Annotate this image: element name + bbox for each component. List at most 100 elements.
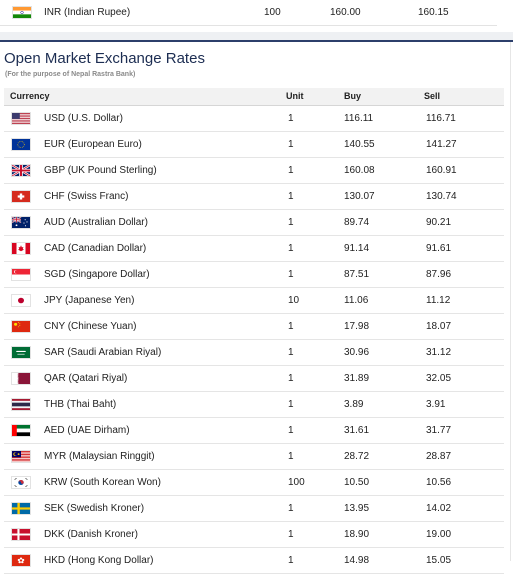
- sell-header: Sell: [424, 91, 441, 101]
- buy-value: 87.51: [344, 269, 370, 280]
- unit-value: 1: [288, 217, 294, 228]
- previous-table-fragment: INR (Indian Rupee) 100 160.00 160.15: [0, 0, 497, 32]
- uk-flag-icon: [11, 164, 31, 177]
- unit-header: Unit: [286, 91, 304, 101]
- page-title: Open Market Exchange Rates: [4, 50, 205, 67]
- currency-name: THB (Thai Baht): [44, 399, 117, 410]
- sell-value: 28.87: [426, 451, 452, 462]
- sell-value: 160.15: [418, 7, 449, 18]
- sell-value: 19.00: [426, 529, 452, 540]
- sell-value: 130.74: [426, 191, 457, 202]
- unit-value: 1: [288, 347, 294, 358]
- table-row: GBP (UK Pound Sterling) 1 160.08 160.91: [4, 158, 504, 184]
- unit-value: 100: [288, 477, 305, 488]
- table-row: CNY (Chinese Yuan) 1 17.98 18.07: [4, 314, 504, 340]
- buy-value: 89.74: [344, 217, 370, 228]
- australia-flag-icon: [11, 216, 31, 229]
- buy-value: 10.50: [344, 477, 370, 488]
- sweden-flag-icon: [11, 502, 31, 515]
- unit-value: 1: [288, 139, 294, 150]
- table-row: JPY (Japanese Yen) 10 11.06 11.12: [4, 288, 504, 314]
- unit-value: 1: [288, 425, 294, 436]
- buy-value: 11.06: [344, 295, 369, 306]
- table-row: INR (Indian Rupee) 100 160.00 160.15: [0, 0, 497, 26]
- table-row: KRW (South Korean Won) 100 10.50 10.56: [4, 470, 504, 496]
- currency-name: CHF (Swiss Franc): [44, 191, 129, 202]
- right-border: [510, 42, 511, 561]
- table-row: EUR (European Euro) 1 140.55 141.27: [4, 132, 504, 158]
- uae-flag-icon: [11, 424, 31, 437]
- buy-value: 140.55: [344, 139, 375, 150]
- sell-value: 87.96: [426, 269, 452, 280]
- buy-value: 130.07: [344, 191, 375, 202]
- page-subtitle: (For the purpose of Nepal Rastra Bank): [5, 71, 136, 78]
- unit-value: 100: [264, 7, 281, 18]
- switzerland-flag-icon: [11, 190, 31, 203]
- currency-name: DKK (Danish Kroner): [44, 529, 138, 540]
- table-row: THB (Thai Baht) 1 3.89 3.91: [4, 392, 504, 418]
- currency-name: GBP (UK Pound Sterling): [44, 165, 157, 176]
- unit-value: 1: [288, 113, 294, 124]
- buy-value: 3.89: [344, 399, 364, 410]
- currency-name: AUD (Australian Dollar): [44, 217, 148, 228]
- south-korea-flag-icon: [11, 476, 31, 489]
- exchange-rate-table: Currency Unit Buy Sell USD (U.S. Dollar)…: [4, 88, 504, 574]
- buy-value: 18.90: [344, 529, 370, 540]
- singapore-flag-icon: [11, 268, 31, 281]
- buy-value: 160.00: [330, 7, 361, 18]
- sell-value: 3.91: [426, 399, 446, 410]
- buy-value: 28.72: [344, 451, 370, 462]
- sell-value: 160.91: [426, 165, 457, 176]
- sell-value: 31.12: [426, 347, 452, 358]
- denmark-flag-icon: [11, 528, 31, 541]
- buy-value: 116.11: [344, 113, 374, 124]
- currency-name: CAD (Canadian Dollar): [44, 243, 147, 254]
- unit-value: 1: [288, 529, 294, 540]
- currency-header: Currency: [10, 91, 50, 101]
- table-row: USD (U.S. Dollar) 1 116.11 116.71: [4, 106, 504, 132]
- currency-name: SEK (Swedish Kroner): [44, 503, 145, 514]
- buy-value: 30.96: [344, 347, 370, 358]
- table-row: QAR (Qatari Riyal) 1 31.89 32.05: [4, 366, 504, 392]
- unit-value: 1: [288, 165, 294, 176]
- buy-value: 31.89: [344, 373, 370, 384]
- china-flag-icon: [11, 320, 31, 333]
- table-row: SEK (Swedish Kroner) 1 13.95 14.02: [4, 496, 504, 522]
- buy-value: 31.61: [344, 425, 370, 436]
- sell-value: 91.61: [426, 243, 452, 254]
- table-row: AED (UAE Dirham) 1 31.61 31.77: [4, 418, 504, 444]
- table-header: Currency Unit Buy Sell: [4, 88, 504, 106]
- currency-name: USD (U.S. Dollar): [44, 113, 123, 124]
- saudi-arabia-flag-icon: [11, 346, 31, 359]
- buy-value: 160.08: [344, 165, 375, 176]
- currency-name: JPY (Japanese Yen): [44, 295, 135, 306]
- thailand-flag-icon: [11, 398, 31, 411]
- buy-value: 13.95: [344, 503, 370, 514]
- buy-value: 91.14: [344, 243, 370, 254]
- currency-name: MYR (Malaysian Ringgit): [44, 451, 155, 462]
- sell-value: 10.56: [426, 477, 452, 488]
- sell-value: 32.05: [426, 373, 452, 384]
- currency-name: EUR (European Euro): [44, 139, 142, 150]
- sell-value: 90.21: [426, 217, 452, 228]
- india-flag-icon: [12, 6, 32, 19]
- eu-flag-icon: [11, 138, 31, 151]
- unit-value: 10: [288, 295, 300, 306]
- table-row: DKK (Danish Kroner) 1 18.90 19.00: [4, 522, 504, 548]
- unit-value: 1: [288, 373, 294, 384]
- table-row: SGD (Singapore Dollar) 1 87.51 87.96: [4, 262, 504, 288]
- sell-value: 116.71: [426, 113, 456, 124]
- canada-flag-icon: [11, 242, 31, 255]
- currency-name: KRW (South Korean Won): [44, 477, 161, 488]
- table-body: USD (U.S. Dollar) 1 116.11 116.71 EUR (Europ…: [4, 106, 504, 574]
- currency-name: AED (UAE Dirham): [44, 425, 130, 436]
- unit-value: 1: [288, 191, 294, 202]
- buy-header: Buy: [344, 91, 362, 101]
- unit-value: 1: [288, 399, 294, 410]
- unit-value: 1: [288, 503, 294, 514]
- sell-value: 18.07: [426, 321, 452, 332]
- table-row: SAR (Saudi Arabian Riyal) 1 30.96 31.12: [4, 340, 504, 366]
- sell-value: 14.02: [426, 503, 452, 514]
- japan-flag-icon: [11, 294, 31, 307]
- usa-flag-icon: [11, 112, 31, 125]
